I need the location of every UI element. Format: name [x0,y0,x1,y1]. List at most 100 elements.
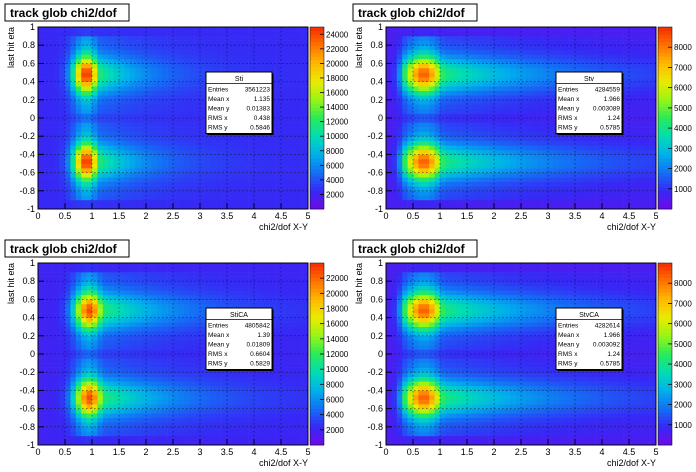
heatmap-cell [48,317,55,323]
heatmap-cell [548,27,554,32]
heatmap-cell [396,140,403,146]
heatmap-cell [216,168,222,173]
heatmap-cell [119,181,125,187]
heatmap-cell [526,90,533,96]
heatmap-cell [602,63,608,69]
heatmap-cell [450,172,457,178]
heatmap-cell [386,36,392,41]
heatmap-cell [124,131,131,137]
heatmap-cell [467,127,473,132]
heatmap-cell [243,186,249,192]
y-tick-label: -0.8 [19,186,35,196]
heatmap-cell [585,140,592,146]
heatmap-cell [119,376,125,382]
heatmap-cell [70,186,77,192]
heatmap-cell [429,104,435,110]
heatmap-cell [537,72,543,78]
heatmap-cell [173,177,179,182]
color-scale-segment [658,150,672,155]
heatmap-cell [92,290,98,296]
heatmap-cell [413,186,419,192]
heatmap-cell [113,77,120,82]
heatmap-cell [113,36,120,41]
heatmap-cell [286,77,293,82]
heatmap-cell [580,149,587,155]
color-scale-segment [658,139,672,144]
heatmap-cell [81,381,87,387]
heatmap-cell [477,154,484,160]
heatmap-cell [629,77,635,82]
heatmap-cell [86,45,93,51]
heatmap-cell [178,199,185,205]
heatmap-cell [59,95,66,101]
heatmap-cell [86,108,93,114]
y-tick-label: -0.4 [367,149,383,159]
z-tick-label: 5000 [674,104,692,113]
heatmap-cell [205,186,212,192]
heatmap-cell [413,177,419,182]
heatmap-cell [48,313,55,318]
heatmap-cell [92,122,98,128]
heatmap-cell [297,90,303,96]
heatmap-cell [467,108,473,114]
heatmap-cell [629,99,635,105]
heatmap-cell [259,177,266,182]
heatmap-cell [645,145,651,151]
heatmap-cell [38,181,44,187]
heatmap-cell [515,195,522,201]
heatmap-cell [645,127,651,132]
heatmap-cell [504,67,511,73]
heatmap-cell [43,372,50,378]
heatmap-cell [54,99,60,105]
heatmap-cell [634,45,641,51]
heatmap-cell [43,63,50,69]
heatmap-cell [526,67,533,73]
heatmap-cell [472,149,479,155]
heatmap-cell [275,90,282,96]
heatmap-cell [650,136,657,142]
heatmap-cell [92,363,98,368]
heatmap-cell [135,154,141,160]
heatmap-cell [456,181,462,187]
heatmap-cell [297,131,303,137]
heatmap-cell [81,317,87,323]
heatmap-cell [119,77,125,82]
heatmap-cell [542,58,549,64]
heatmap-cell [119,99,125,105]
heatmap-cell [227,190,233,196]
heatmap-cell [456,27,462,32]
heatmap-cell [521,31,527,37]
heatmap-cell [275,31,282,37]
color-scale-segment [658,103,672,108]
color-scale-segment [658,172,672,177]
heatmap-cell [102,440,109,446]
heatmap-cell [297,49,303,55]
heatmap-cell [140,58,147,64]
heatmap-cell [97,422,104,428]
heatmap-cell [602,199,608,205]
heatmap-cell [70,149,77,155]
heatmap-cell [54,181,60,187]
heatmap-cell [429,54,435,60]
heatmap-cell [48,263,55,268]
heatmap-cell [86,118,93,123]
heatmap-cell [521,181,527,187]
heatmap-cell [183,108,190,114]
heatmap-cell [297,204,303,210]
heatmap-cell [591,172,597,178]
heatmap-cell [629,131,635,137]
heatmap-cell [488,27,495,32]
heatmap-cell [151,99,158,105]
heatmap-cell [302,177,309,182]
heatmap-cell [623,54,630,60]
heatmap-cell [92,177,98,182]
heatmap-cell [456,136,462,142]
heatmap-cell [281,72,287,78]
heatmap-cell [124,77,131,82]
heatmap-cell [75,90,82,96]
heatmap-cell [97,77,104,82]
heatmap-cell [70,181,77,187]
heatmap-cell [124,390,131,396]
heatmap-cell [243,158,249,164]
heatmap-cell [548,163,554,169]
